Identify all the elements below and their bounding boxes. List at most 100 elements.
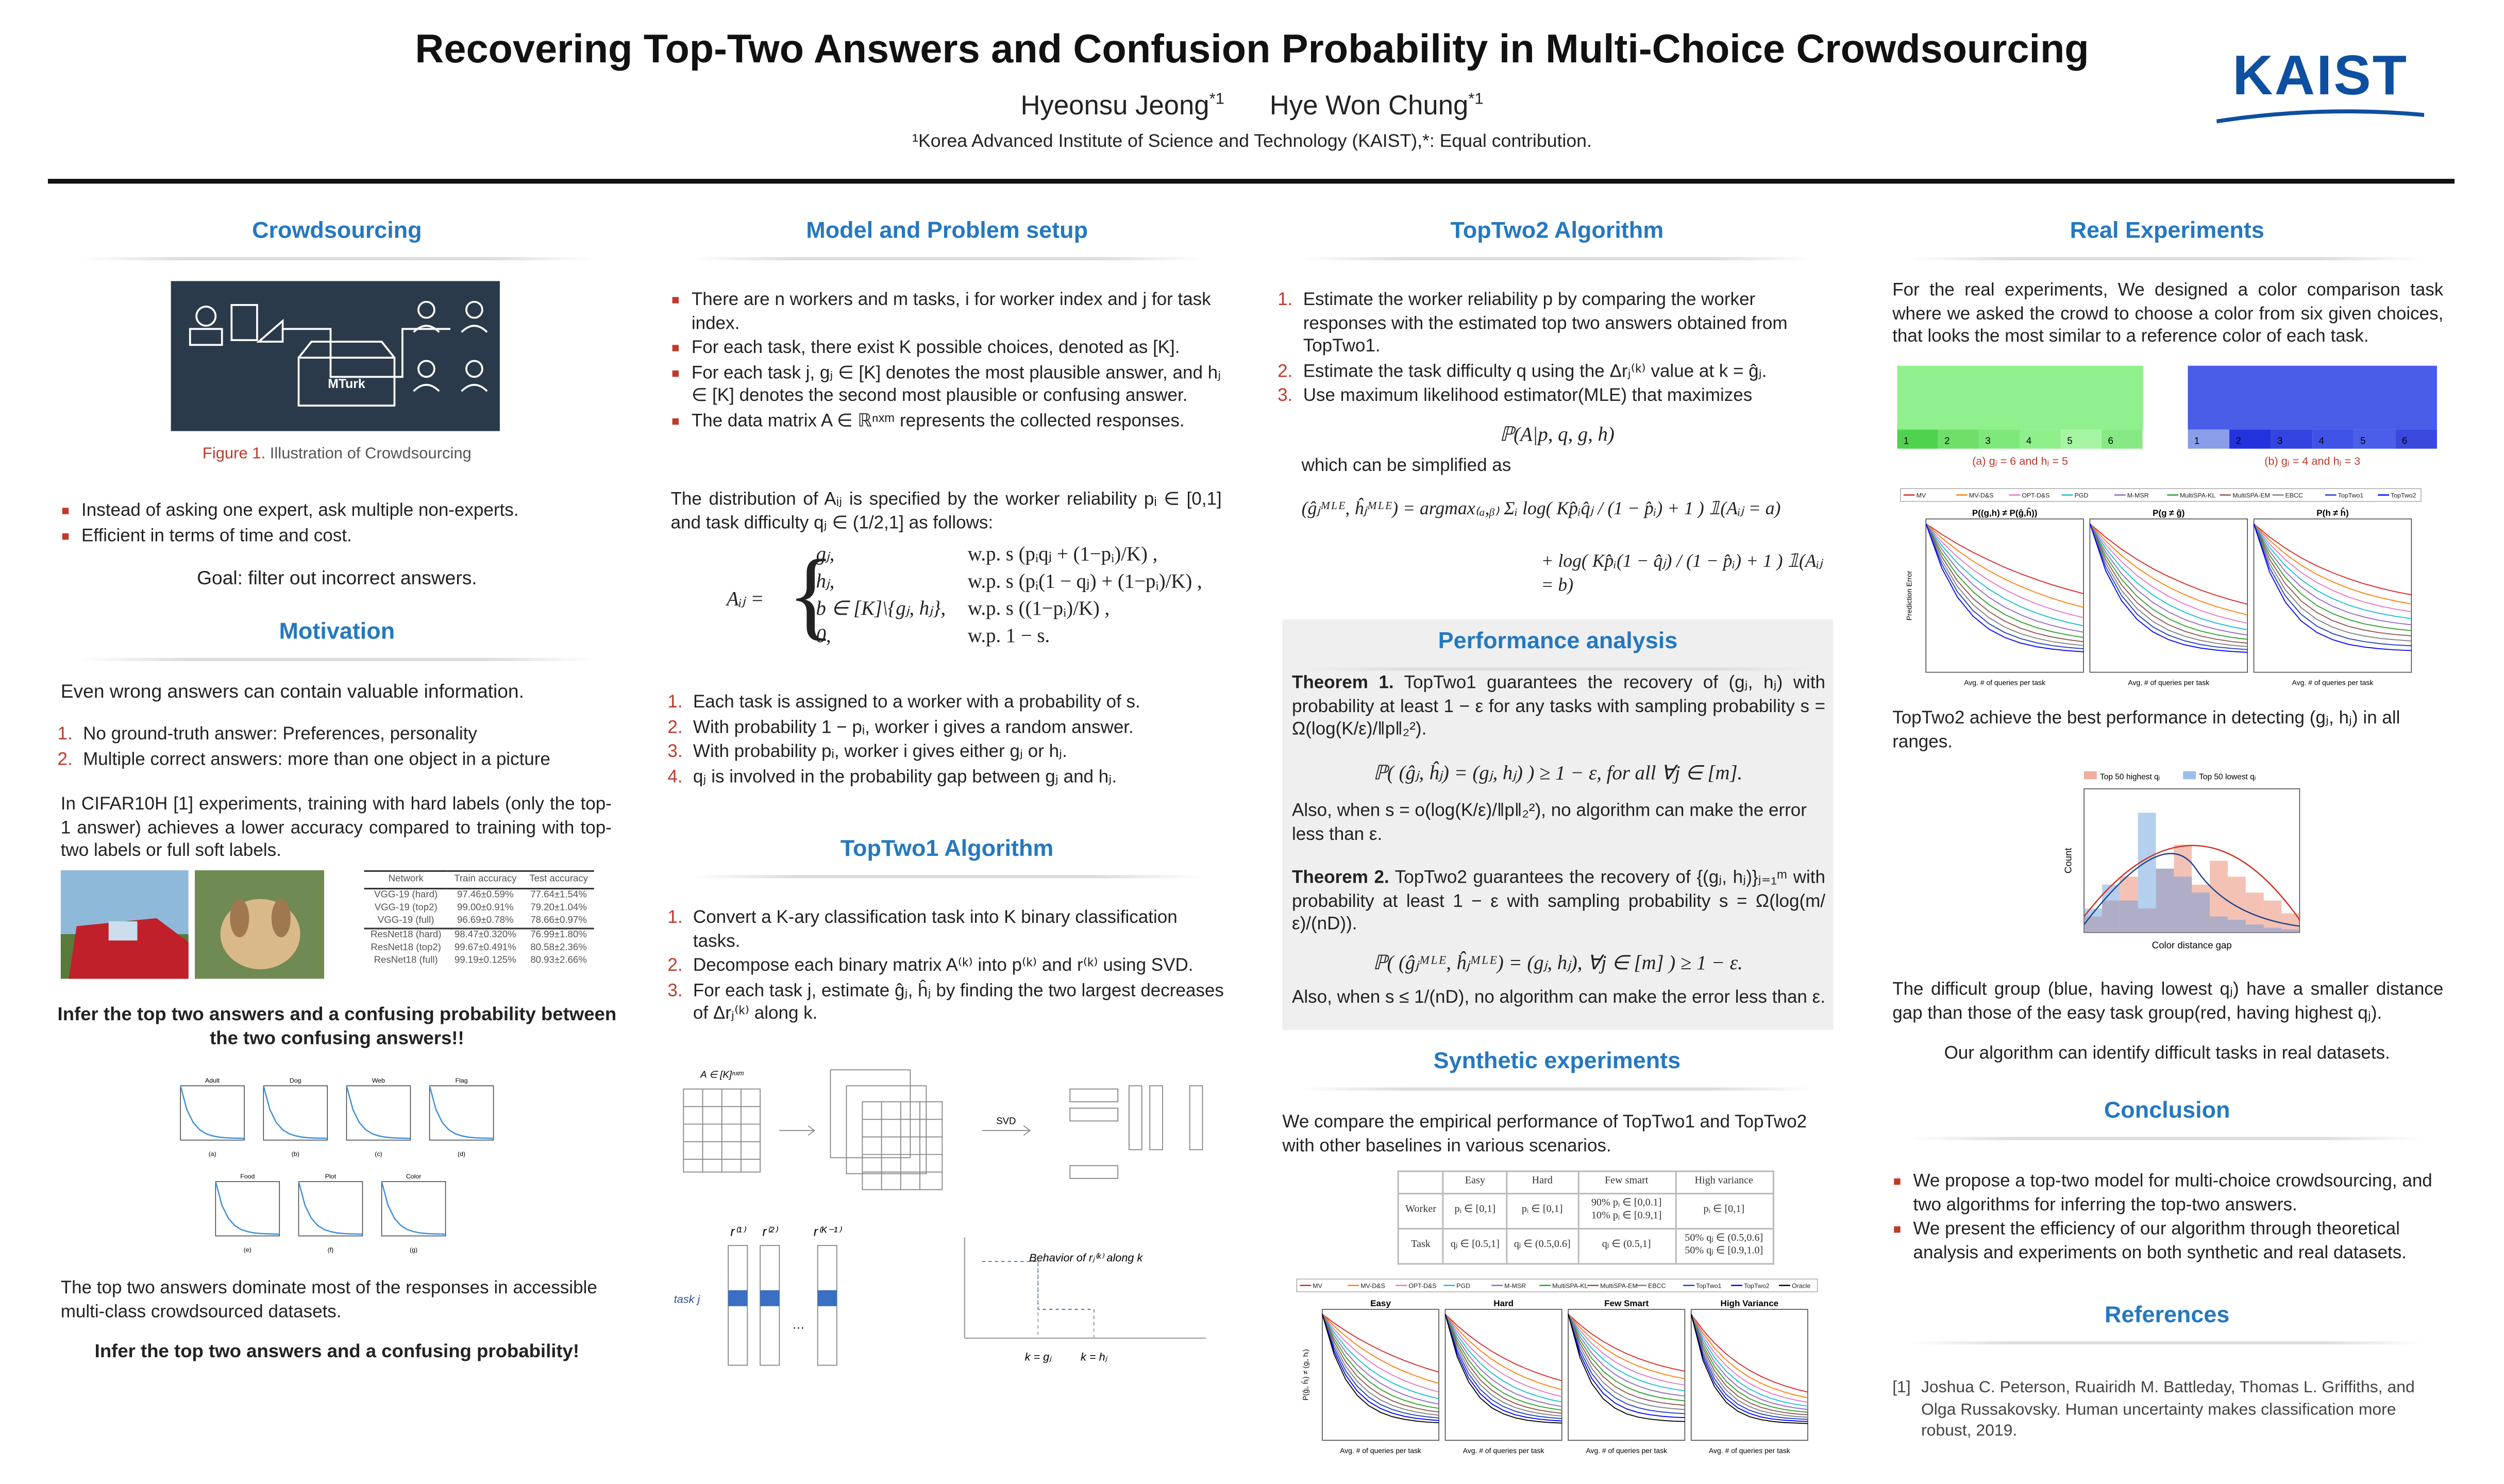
curve — [1925, 524, 2084, 650]
row-label: Task — [1397, 1227, 1444, 1264]
curve — [1690, 1313, 1808, 1398]
figure-caption: Figure 1. Illustration of Crowdsourcing — [58, 444, 617, 467]
theorem: Theorem 2. TopTwo2 guarantees the recove… — [1292, 867, 1825, 937]
plot-frame — [1444, 1309, 1562, 1441]
hist-bar — [2138, 908, 2156, 933]
list-item: For each task j, gⱼ ∈ [K] denotes the mo… — [671, 362, 1222, 409]
list-item: Convert a K-ary classification task into… — [667, 907, 1178, 951]
section-heading: References — [1888, 1300, 2447, 1345]
choice-label: 3 — [1986, 435, 1991, 446]
section-heading: Crowdsourcing — [58, 215, 617, 260]
curve — [1925, 523, 2084, 618]
choice-color — [2312, 429, 2354, 449]
curve — [1690, 1313, 1808, 1393]
list-item: Efficient in terms of time and cost. — [61, 525, 620, 548]
curve — [1690, 1314, 1808, 1422]
curve — [2089, 523, 2248, 636]
plot-frame — [1568, 1309, 1686, 1441]
header-cell: High variance — [1674, 1170, 1774, 1194]
curve — [1568, 1314, 1685, 1410]
legend-label: M-MSR — [2127, 492, 2149, 499]
paragraph: TopTwo2 achieve the best performance in … — [1892, 709, 2400, 752]
choice-color — [1897, 429, 1938, 449]
curve — [1568, 1313, 1685, 1379]
curve — [1322, 1313, 1439, 1405]
reference-color — [2188, 365, 2437, 430]
legend-box — [1296, 1278, 1818, 1292]
table-cell: pᵢ ∈ [0,1] — [1442, 1192, 1508, 1229]
plot-frame — [2089, 518, 2248, 673]
table-header: Easy Hard Few smart High variance — [1397, 1170, 1774, 1194]
performance-box — [1282, 619, 1834, 1030]
hist-bar — [2245, 924, 2264, 933]
author: Hyeonsu Jeong — [1020, 90, 1209, 121]
figure-label: MTurk — [328, 377, 365, 391]
curve — [1444, 1314, 1562, 1419]
list-item: For each task j, estimate ĝⱼ, ĥⱼ by find… — [667, 980, 1224, 1024]
table-cell: 50% qⱼ ∈ (0.5,0.6] 50% qⱼ ∈ [0.9,1.0] — [1674, 1227, 1774, 1264]
legend-label: MultiSPA-EM — [1600, 1283, 1638, 1290]
legend-label: M-MSR — [1504, 1283, 1526, 1290]
curve — [1925, 523, 2084, 608]
plot-caption: (f) — [328, 1246, 334, 1254]
hist-bar — [2281, 929, 2300, 933]
crowdsourcing-figure: MTurk — [171, 281, 500, 431]
curve — [1568, 1313, 1685, 1386]
poster-title: Recovering Top-Two Answers and Confusion… — [415, 27, 2089, 72]
equation: ℙ(A|p, q, g, h) — [1499, 423, 1615, 446]
header-cell: Few smart — [1577, 1170, 1676, 1194]
legend-label: TopTwo1 — [2338, 492, 2364, 499]
table-cell: 99.19±0.125% — [454, 956, 516, 966]
curve — [215, 1181, 280, 1235]
case-value: b ∈ [K]\{gⱼ, hⱼ}, — [816, 597, 946, 620]
section-heading: TopTwo2 Algorithm — [1278, 215, 1837, 260]
plot-caption: (d) — [458, 1151, 465, 1158]
curve — [2253, 523, 2412, 596]
list-item: Decompose each binary matrix A⁽ᵏ⁾ into p… — [667, 955, 1194, 978]
table-cell: 80.93±2.66% — [530, 956, 587, 966]
hist-bar — [2210, 916, 2228, 933]
table-row: Task qⱼ ∈ [0.5,1] qⱼ ∈ (0.5,0.6] qⱼ ∈ (0.5,… — [1397, 1227, 1774, 1264]
plot-caption: (b) — [292, 1151, 299, 1158]
hist-bar — [2263, 900, 2282, 933]
curve — [1322, 1313, 1439, 1399]
list-item: With probability 1 − pᵢ, worker i gives … — [667, 716, 1134, 739]
panel-title: High Variance — [1721, 1298, 1779, 1308]
table-cell: qⱼ ∈ (0.5,1] — [1577, 1227, 1676, 1264]
curve — [2253, 524, 2412, 651]
plot-frame — [1322, 1309, 1439, 1441]
density-curve — [2083, 845, 2300, 920]
dataset-plots: Adult (a) Dog (b) Web (c) Flag (d) Food (e) Plot (f… — [179, 1077, 494, 1254]
curve — [1690, 1313, 1808, 1407]
table-cell: 96.69±0.78% — [457, 916, 514, 926]
choice-color — [2102, 429, 2143, 449]
hist-bar — [2174, 876, 2192, 933]
curve — [1322, 1314, 1439, 1421]
panel-title: P(h ≠ ĥ) — [2316, 508, 2348, 518]
curve — [1444, 1313, 1562, 1390]
case-condition: w.p. s (pᵢqⱼ + (1−pᵢ)/K) , — [967, 543, 1158, 566]
case-condition: w.p. s (pᵢ(1 − qⱼ) + (1−pᵢ)/K) , — [967, 570, 1202, 593]
curve — [2089, 523, 2248, 624]
curve — [1322, 1313, 1439, 1373]
theorem-label: Theorem 1. — [1292, 673, 1394, 693]
plot-title: Plot — [325, 1173, 337, 1180]
legend-swatch — [2183, 771, 2196, 780]
paragraph: The difficult group (blue, having lowest… — [1892, 980, 2444, 1023]
diagram-label: A ∈ [K]ⁿˣᵐ — [700, 1069, 744, 1080]
curve — [1444, 1314, 1562, 1414]
curve — [2253, 523, 2412, 613]
curve — [1322, 1313, 1439, 1384]
curve — [1322, 1313, 1439, 1409]
section-heading: Real Experiments — [1888, 215, 2447, 260]
choice-label: 4 — [2319, 435, 2324, 446]
curve — [1322, 1314, 1439, 1419]
legend-box — [1900, 488, 2422, 502]
paragraph: The top two answers dominate most of the… — [60, 1279, 597, 1322]
case-row: hⱼ, w.p. s (pᵢ(1 − qⱼ) + (1−pᵢ)/K) , — [816, 570, 1216, 597]
section-heading: Model and Problem setup — [667, 215, 1226, 260]
x-axis-label: Color distance gap — [2152, 940, 2232, 951]
plot-frame — [2253, 518, 2412, 673]
plot-frame — [298, 1181, 363, 1237]
